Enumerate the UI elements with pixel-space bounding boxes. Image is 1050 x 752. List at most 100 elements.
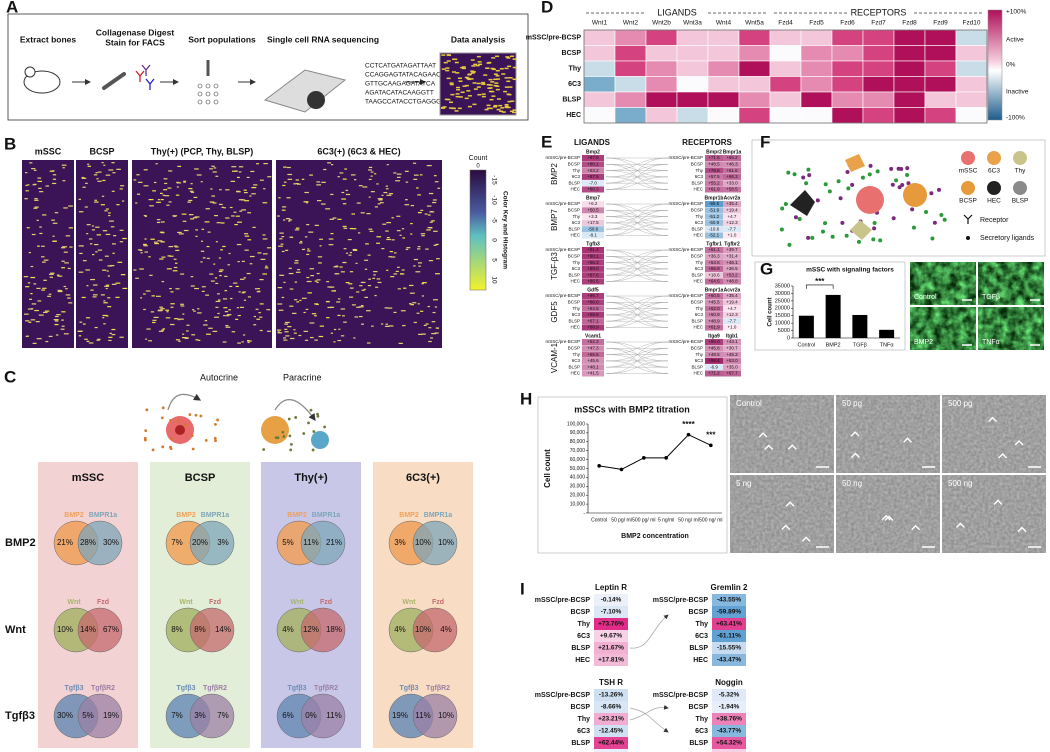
receptor-value: +35.0 (726, 364, 738, 369)
heatmap-tick (215, 306, 219, 308)
data-dot (455, 95, 460, 98)
heatmap-tick (364, 268, 368, 270)
legend-label: Thy (1015, 168, 1027, 175)
y-tick-label: 30,000 (570, 484, 586, 490)
heatmap-tick (169, 287, 172, 290)
heatmap-tick (300, 240, 303, 243)
ligand-dot (836, 179, 841, 184)
ligand-dot (932, 220, 937, 225)
heatmap-tick (327, 162, 332, 164)
heatmap-tick (290, 236, 294, 239)
heatmap-tick (428, 260, 434, 262)
panel-a-frame (7, 13, 529, 121)
heatmap-tick (229, 285, 233, 288)
value-cell (582, 161, 604, 168)
data-dot (442, 106, 447, 108)
connector (605, 256, 669, 282)
table-value: +54.32% (716, 740, 742, 747)
column-label: Wnt2b (652, 20, 671, 27)
heatmap-tick (143, 214, 147, 217)
heatmap-tick (26, 227, 30, 229)
data-dot (460, 66, 465, 69)
arrowhead (785, 501, 795, 507)
heatmap-tick (85, 317, 91, 319)
heatmap-tick (413, 258, 418, 261)
heatmap-tick (54, 320, 59, 322)
heatmap-tick (98, 259, 103, 261)
venn-value: 4% (440, 625, 452, 634)
venn-value: 10% (438, 711, 454, 720)
connector (605, 203, 669, 217)
ligand-value: +87.6 (587, 272, 599, 277)
heatmap-tick (342, 203, 347, 205)
ligand-dot (190, 434, 194, 438)
receptor-name: Acvr2a (724, 287, 741, 293)
data-dot (490, 81, 495, 83)
heatmap-tick (290, 337, 295, 340)
heat-cell (707, 107, 740, 124)
arrowhead (764, 444, 774, 451)
ligand-dot (783, 201, 788, 206)
row-label: HEC (566, 112, 581, 119)
heatmap-tick (301, 297, 307, 299)
heatmap-tick (223, 307, 228, 309)
heatmap-tick (330, 232, 334, 235)
heatmap-tick (170, 303, 175, 305)
table-value: -0.14% (601, 597, 622, 604)
heatmap-tick (219, 274, 222, 277)
row-label: Thy (695, 214, 703, 219)
heatmap-tick (418, 265, 421, 267)
heatmap-tick (328, 238, 334, 240)
value-cell (705, 180, 723, 187)
row-label: BCSP (691, 345, 703, 350)
heatmap-tick (30, 276, 36, 279)
table-cell (594, 737, 628, 749)
heatmap-tick (97, 249, 103, 251)
receptor-value: +1.0 (728, 325, 737, 330)
heatmap-tick (314, 315, 317, 317)
receptor-value: +50.9 (708, 312, 720, 317)
data-dot (498, 104, 503, 107)
heatmap-tick (200, 261, 203, 263)
data-dot (466, 77, 471, 80)
row-label: Thy (572, 352, 580, 357)
heatmap-tick (150, 311, 155, 313)
row-label: BLSP (571, 740, 590, 747)
heatmap-tick (287, 178, 293, 180)
heatmap-tick (225, 325, 229, 327)
row-label: BLSP (568, 272, 580, 277)
heatmap-tick (121, 200, 125, 202)
row-label: 6C3 (695, 220, 704, 225)
heatmap-tick (228, 309, 232, 311)
ligand-dot (282, 435, 286, 438)
heatmap-tick (256, 163, 259, 165)
ligand-value: +17.5 (587, 220, 599, 225)
venn-value: 28% (80, 538, 96, 547)
ligand-dot (213, 436, 217, 440)
heatmap-tick (398, 342, 403, 344)
heatmap-tick (159, 258, 164, 260)
value-cell (723, 364, 741, 371)
heat-cell (645, 107, 678, 124)
group-label: BCSP (89, 146, 114, 156)
heatmap-tick (259, 303, 264, 305)
ligand-name: Bmp7 (586, 195, 600, 201)
ligand-dot (897, 185, 902, 190)
heatmap-tick (91, 229, 95, 231)
heatmap-tick (393, 311, 397, 314)
heatmap-tick (63, 251, 68, 253)
heatmap-tick (318, 335, 324, 338)
heatmap-tick (421, 333, 426, 335)
heatmap-tick (193, 196, 198, 199)
micrograph-texture (978, 262, 1044, 305)
line-series (599, 434, 712, 470)
data-dot (508, 86, 513, 88)
panel-label: A (6, 0, 18, 16)
heatmap-tick (111, 190, 115, 192)
value-cell (723, 226, 741, 233)
row-label: mSSC/pre-BCSP (545, 339, 580, 344)
data-dot (464, 76, 469, 79)
table-value: +9.67% (600, 633, 622, 640)
heatmap-tick (345, 252, 349, 254)
heatmap-tick (38, 314, 44, 316)
